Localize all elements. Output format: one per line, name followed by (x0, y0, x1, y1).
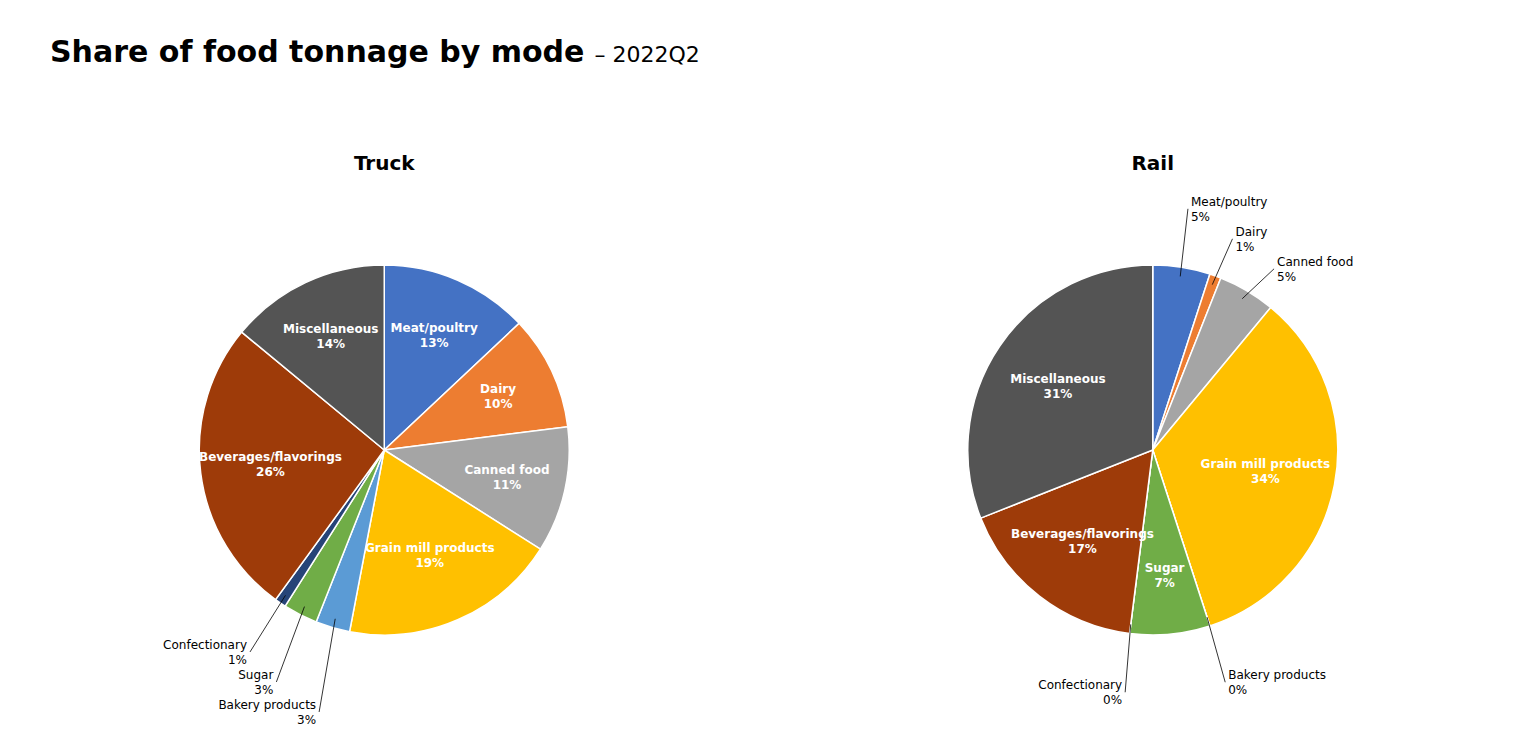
data-label-value: 5% (1277, 270, 1296, 284)
data-label-category: Beverages/flavorings (1011, 527, 1154, 541)
data-label-value: 31% (1044, 387, 1073, 401)
leader-line (1125, 624, 1131, 692)
leader-line (1207, 617, 1225, 682)
data-label-value: 14% (316, 337, 345, 351)
data-label-category: Bakery products (218, 698, 316, 712)
data-label-category: Canned food (464, 463, 549, 477)
leader-line (276, 607, 304, 682)
subtitle: – 2022Q2 (594, 42, 699, 67)
pie-title: Truck (354, 151, 415, 175)
slice (242, 265, 385, 450)
data-label-value: 26% (256, 465, 285, 479)
data-label-value: 3% (297, 713, 316, 727)
data-label-category: Beverages/flavorings (199, 450, 342, 464)
data-label-value: 7% (1154, 576, 1174, 590)
data-label-category: Sugar (1145, 561, 1185, 575)
pie-title: Rail (1131, 151, 1174, 175)
data-label-value: 0% (1103, 693, 1122, 707)
data-label-category: Meat/poultry (1191, 195, 1267, 209)
slices (199, 265, 569, 635)
data-label-value: 19% (415, 556, 444, 570)
data-label-category: Miscellaneous (1010, 372, 1105, 386)
data-label-value: 13% (420, 336, 449, 350)
data-label-value: 3% (254, 683, 273, 697)
leader-line (1212, 239, 1232, 285)
data-label-category: Canned food (1277, 255, 1353, 269)
data-label-category: Miscellaneous (283, 322, 378, 336)
leader-line (1180, 209, 1188, 277)
title: Share of food tonnage by mode (50, 34, 584, 69)
data-label-category: Confectionary (163, 638, 247, 652)
chart-svg: Share of food tonnage by mode – 2022Q2 Mea… (0, 0, 1537, 751)
data-label-category: Sugar (238, 668, 273, 682)
data-label-value: 0% (1228, 683, 1247, 697)
data-label-category: Meat/poultry (391, 321, 478, 335)
data-label-value: 34% (1251, 472, 1280, 486)
data-label-value: 10% (484, 397, 513, 411)
leader-line (1242, 269, 1274, 299)
pie-chart: Meat/poultry13% Dairy10% Canned food11% Gra… (163, 265, 569, 727)
data-label-value: 1% (1235, 240, 1254, 254)
data-labels: Grain mill products34% Sugar7% Beverages/f… (1010, 195, 1353, 707)
data-label-category: Grain mill products (365, 541, 495, 555)
leader-line (250, 595, 285, 652)
data-label-value: 1% (228, 653, 247, 667)
chart-container: Share of food tonnage by mode – 2022Q2 Mea… (0, 0, 1537, 751)
data-label-value: 17% (1068, 542, 1097, 556)
data-label-category: Dairy (1235, 225, 1267, 239)
data-label-category: Confectionary (1038, 678, 1122, 692)
data-label-value: 5% (1191, 210, 1210, 224)
slice (968, 265, 1153, 518)
data-label-value: 11% (493, 478, 522, 492)
data-label-category: Dairy (480, 382, 516, 396)
pie-chart: Grain mill products34% Sugar7% Beverages/f… (968, 195, 1354, 707)
data-labels: Meat/poultry13% Dairy10% Canned food11% Gra… (163, 321, 550, 727)
slices (968, 265, 1338, 635)
leader-line (319, 619, 335, 712)
data-label-category: Bakery products (1228, 668, 1326, 682)
data-label-category: Grain mill products (1201, 457, 1331, 471)
